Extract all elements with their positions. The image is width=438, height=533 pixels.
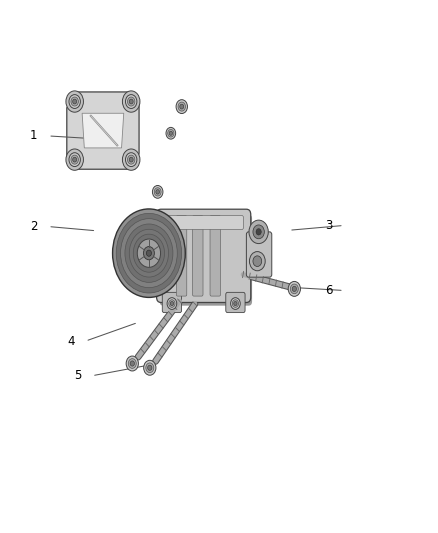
- Circle shape: [66, 91, 83, 112]
- Circle shape: [290, 284, 298, 294]
- Circle shape: [122, 149, 140, 171]
- Circle shape: [127, 155, 135, 164]
- Circle shape: [137, 239, 161, 268]
- Circle shape: [146, 363, 154, 373]
- Circle shape: [144, 360, 156, 375]
- Circle shape: [129, 99, 133, 104]
- Circle shape: [250, 252, 265, 271]
- Circle shape: [169, 300, 175, 308]
- FancyBboxPatch shape: [164, 215, 244, 229]
- Circle shape: [170, 302, 173, 305]
- Circle shape: [71, 97, 78, 106]
- Circle shape: [253, 225, 265, 239]
- Circle shape: [69, 152, 80, 166]
- Circle shape: [149, 237, 180, 274]
- Circle shape: [249, 220, 268, 244]
- Circle shape: [66, 149, 83, 171]
- Circle shape: [256, 229, 261, 235]
- Circle shape: [127, 97, 135, 106]
- Text: 2: 2: [30, 220, 37, 233]
- FancyBboxPatch shape: [210, 215, 221, 296]
- Text: 6: 6: [325, 284, 333, 297]
- FancyBboxPatch shape: [176, 215, 187, 296]
- FancyBboxPatch shape: [157, 209, 251, 303]
- Circle shape: [230, 297, 240, 309]
- Circle shape: [232, 300, 239, 308]
- Circle shape: [73, 99, 77, 104]
- Text: 3: 3: [325, 219, 333, 232]
- FancyBboxPatch shape: [159, 215, 252, 306]
- Circle shape: [292, 286, 297, 292]
- Circle shape: [120, 219, 177, 288]
- Circle shape: [154, 188, 161, 196]
- Circle shape: [176, 100, 187, 114]
- Circle shape: [166, 127, 176, 139]
- Circle shape: [168, 130, 174, 137]
- Text: 4: 4: [67, 335, 74, 348]
- Circle shape: [133, 234, 165, 272]
- Text: 5: 5: [74, 369, 81, 382]
- Circle shape: [125, 224, 173, 282]
- Circle shape: [113, 209, 185, 297]
- Circle shape: [69, 95, 80, 108]
- Circle shape: [167, 297, 177, 309]
- Circle shape: [128, 359, 136, 368]
- Polygon shape: [82, 114, 124, 148]
- Circle shape: [130, 361, 134, 366]
- Circle shape: [169, 131, 173, 135]
- Circle shape: [129, 229, 169, 277]
- Circle shape: [152, 185, 163, 198]
- Circle shape: [129, 157, 133, 162]
- Circle shape: [178, 102, 185, 111]
- Text: 1: 1: [30, 130, 37, 142]
- Circle shape: [71, 155, 78, 164]
- Circle shape: [180, 104, 184, 109]
- Circle shape: [156, 190, 159, 194]
- Circle shape: [144, 247, 154, 260]
- FancyBboxPatch shape: [246, 232, 272, 277]
- Circle shape: [116, 213, 182, 293]
- Circle shape: [146, 250, 152, 256]
- Circle shape: [253, 256, 261, 266]
- Circle shape: [126, 356, 138, 371]
- FancyBboxPatch shape: [193, 215, 203, 296]
- FancyBboxPatch shape: [226, 292, 245, 312]
- FancyBboxPatch shape: [162, 292, 182, 312]
- Circle shape: [125, 95, 137, 108]
- Circle shape: [148, 365, 152, 370]
- Circle shape: [125, 152, 137, 166]
- Polygon shape: [67, 92, 139, 169]
- Circle shape: [288, 281, 300, 296]
- Circle shape: [122, 91, 140, 112]
- Circle shape: [73, 157, 77, 162]
- Circle shape: [234, 302, 237, 305]
